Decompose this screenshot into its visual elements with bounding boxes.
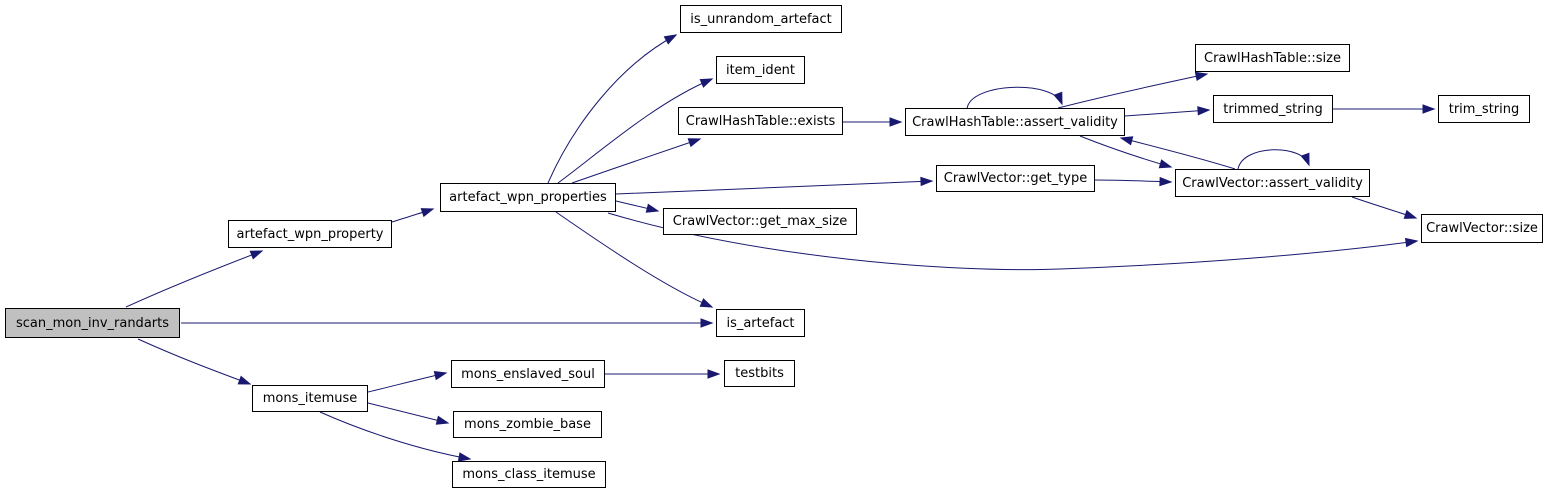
arrowhead-mons_itemuse--mons_enslaved_soul [433, 371, 448, 381]
edge-artefact_wpn_properties--is_artefact [555, 211, 713, 308]
node-scan_mon_inv_randarts: scan_mon_inv_randarts [5, 308, 180, 338]
edge-CrawlVector_assert_validity--CrawlHashTable_assert_validity [1120, 137, 1236, 170]
edge-artefact_wpn_properties--CrawlHashTable_exists [571, 138, 701, 184]
arrowhead-trimmed_string--trim_string [1422, 104, 1436, 114]
node-CrawlVector_size[interactable]: CrawlVector::size [1421, 214, 1543, 243]
node-CrawlVector_assert_validity[interactable]: CrawlVector::assert_validity [1175, 169, 1370, 197]
arrowhead-artefact_wpn_properties--CrawlHashTable_exists [687, 138, 702, 148]
edge-mons_itemuse--mons_zombie_base [367, 402, 449, 424]
arrowhead-CrawlHashTable_assert_validity--CrawlHashTable_assert_validity [1053, 91, 1063, 106]
arrowhead-scan_mon_inv_randarts--is_artefact [700, 318, 714, 328]
edge-scan_mon_inv_randarts--mons_itemuse [137, 338, 251, 385]
arrowhead-artefact_wpn_properties--is_unrandom_artefact [663, 34, 678, 45]
arrowhead-CrawlVector_assert_validity--CrawlHashTable_assert_validity [1119, 136, 1134, 146]
arrowhead-artefact_wpn_properties--CrawlVector_get_type [920, 176, 934, 187]
node-CrawlHashTable_size[interactable]: CrawlHashTable::size [1195, 44, 1350, 72]
arrowhead-CrawlVector_assert_validity--CrawlVector_assert_validity [1300, 152, 1310, 167]
edge-artefact_wpn_properties--is_unrandom_artefact [547, 34, 677, 184]
arrowhead-artefact_wpn_properties--CrawlVector_size [1404, 237, 1419, 248]
node-CrawlVector_get_max_size[interactable]: CrawlVector::get_max_size [663, 208, 857, 235]
node-mons_class_itemuse[interactable]: mons_class_itemuse [452, 461, 606, 488]
arrowhead-CrawlHashTable_exists--CrawlHashTable_assert_validity [889, 117, 903, 127]
edge-CrawlHashTable_assert_validity--trimmed_string [1124, 109, 1210, 117]
arrowhead-CrawlHashTable_assert_validity--trimmed_string [1197, 106, 1211, 116]
edge-CrawlVector_assert_validity--CrawlVector_assert_validity [1237, 149, 1310, 170]
edge-mons_itemuse--mons_enslaved_soul [367, 372, 447, 393]
node-is_unrandom_artefact[interactable]: is_unrandom_artefact [680, 5, 842, 33]
node-CrawlVector_get_type[interactable]: CrawlVector::get_type [936, 165, 1095, 192]
node-testbits[interactable]: testbits [724, 360, 795, 387]
edge-CrawlHashTable_assert_validity--CrawlHashTable_size [1057, 73, 1208, 109]
edge-artefact_wpn_properties--item_ident [557, 78, 713, 184]
node-mons_enslaved_soul[interactable]: mons_enslaved_soul [451, 360, 605, 388]
arrowhead-mons_itemuse--mons_zombie_base [435, 415, 450, 425]
node-is_artefact[interactable]: is_artefact [716, 309, 805, 337]
node-artefact_wpn_properties[interactable]: artefact_wpn_properties [440, 183, 616, 212]
arrowhead-artefact_wpn_properties--is_artefact [699, 298, 714, 308]
arrowhead-mons_enslaved_soul--testbits [707, 369, 721, 379]
arrowhead-artefact_wpn_properties--CrawlVector_get_max_size [645, 203, 660, 213]
node-mons_zombie_base[interactable]: mons_zombie_base [453, 411, 602, 438]
arrowhead-CrawlVector_assert_validity--CrawlVector_size [1403, 209, 1418, 219]
arrowhead-scan_mon_inv_randarts--artefact_wpn_property [249, 250, 264, 260]
node-CrawlHashTable_assert_validity[interactable]: CrawlHashTable::assert_validity [905, 108, 1125, 136]
arrowhead-CrawlHashTable_assert_validity--CrawlVector_assert_validity [1158, 159, 1173, 169]
arrowhead-CrawlHashTable_assert_validity--CrawlHashTable_size [1194, 71, 1209, 82]
node-trim_string[interactable]: trim_string [1438, 95, 1530, 123]
node-trimmed_string[interactable]: trimmed_string [1213, 95, 1333, 123]
node-artefact_wpn_property[interactable]: artefact_wpn_property [228, 220, 392, 248]
arrowhead-CrawlVector_get_type--CrawlVector_assert_validity [1159, 176, 1173, 187]
arrowhead-artefact_wpn_property--artefact_wpn_properties [420, 208, 435, 218]
edge-scan_mon_inv_randarts--artefact_wpn_property [125, 250, 263, 308]
node-CrawlHashTable_exists[interactable]: CrawlHashTable::exists [678, 107, 843, 135]
arrowhead-scan_mon_inv_randarts--mons_itemuse [237, 375, 252, 385]
arrowhead-mons_itemuse--mons_class_itemuse [457, 452, 472, 462]
edge-CrawlHashTable_assert_validity--CrawlHashTable_assert_validity [966, 86, 1063, 110]
arrowhead-artefact_wpn_properties--item_ident [699, 78, 714, 88]
edge-artefact_wpn_properties--CrawlVector_size [607, 212, 1418, 271]
node-item_ident[interactable]: item_ident [716, 56, 805, 84]
node-mons_itemuse[interactable]: mons_itemuse [252, 385, 368, 412]
edge-mons_itemuse--mons_class_itemuse [319, 411, 471, 460]
edge-artefact_wpn_properties--CrawlVector_get_type [615, 180, 933, 195]
